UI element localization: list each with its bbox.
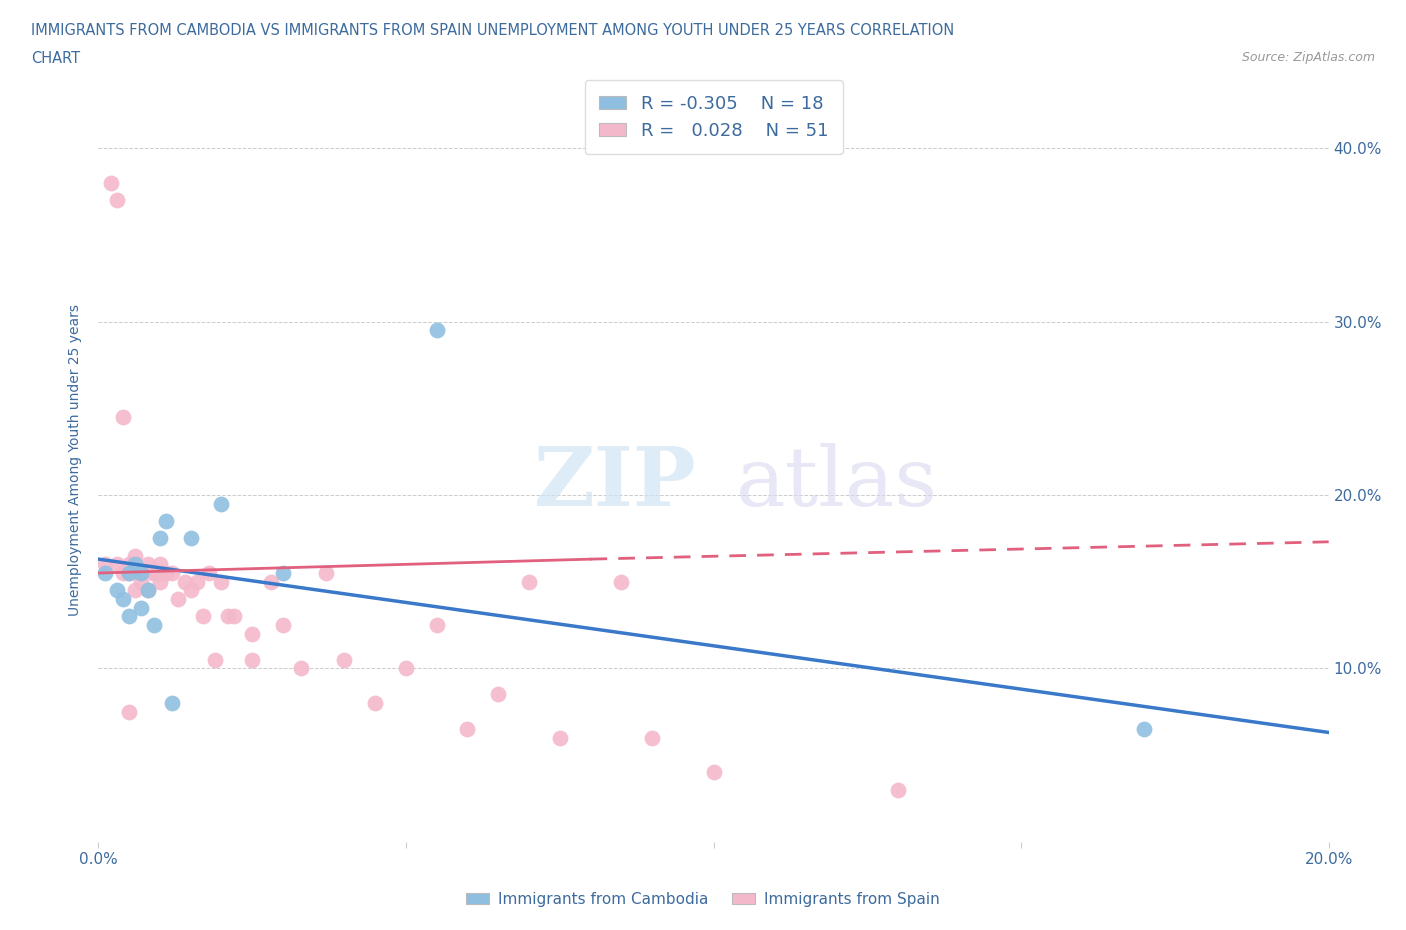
Point (131, 574, 153, 589)
Point (105, 193, 128, 207)
Point (124, 557, 146, 572)
Point (211, 497, 233, 512)
Point (610, 574, 633, 589)
Text: CHART: CHART (31, 51, 80, 66)
Point (118, 704, 141, 719)
Point (217, 609, 239, 624)
Point (105, 583, 128, 598)
Point (118, 565, 141, 580)
Point (641, 730, 664, 745)
Text: IMMIGRANTS FROM CAMBODIA VS IMMIGRANTS FROM SPAIN UNEMPLOYMENT AMONG YOUTH UNDER: IMMIGRANTS FROM CAMBODIA VS IMMIGRANTS F… (31, 23, 955, 38)
Text: ZIP: ZIP (534, 444, 696, 524)
Point (162, 696, 183, 711)
Point (131, 565, 153, 580)
Point (93, 565, 115, 580)
Point (426, 618, 449, 632)
Point (240, 652, 263, 667)
Point (333, 652, 356, 667)
Point (118, 557, 141, 572)
Point (162, 565, 183, 580)
Point (395, 661, 418, 676)
Text: atlas: atlas (735, 444, 938, 524)
Point (887, 782, 910, 797)
Point (180, 583, 202, 598)
Point (222, 609, 245, 624)
Point (155, 513, 177, 528)
Point (105, 557, 128, 572)
Point (1133, 722, 1156, 737)
Point (211, 574, 233, 589)
Point (149, 531, 172, 546)
Point (136, 583, 159, 598)
Point (124, 549, 146, 564)
Point (136, 583, 159, 598)
Point (100, 176, 122, 191)
Point (486, 687, 509, 702)
Point (149, 557, 172, 572)
Point (548, 730, 571, 745)
Point (426, 323, 449, 338)
Point (142, 565, 165, 580)
Point (142, 565, 165, 580)
Legend: Immigrants from Cambodia, Immigrants from Spain: Immigrants from Cambodia, Immigrants fro… (460, 886, 946, 913)
Point (456, 722, 478, 737)
Point (112, 409, 135, 424)
Point (124, 583, 146, 598)
Text: Source: ZipAtlas.com: Source: ZipAtlas.com (1241, 51, 1375, 64)
Point (240, 626, 263, 641)
Y-axis label: Unemployment Among Youth under 25 years: Unemployment Among Youth under 25 years (69, 304, 83, 617)
Point (131, 600, 153, 615)
Point (315, 565, 337, 580)
Point (167, 591, 190, 606)
Point (131, 565, 153, 580)
Point (198, 565, 221, 580)
Point (136, 557, 159, 572)
Point (155, 565, 177, 580)
Point (112, 565, 135, 580)
Point (517, 574, 540, 589)
Point (260, 574, 283, 589)
Point (131, 565, 153, 580)
Point (149, 574, 172, 589)
Point (186, 574, 208, 589)
Point (118, 565, 141, 580)
Point (204, 652, 226, 667)
Point (173, 574, 195, 589)
Point (271, 618, 294, 632)
Point (703, 764, 725, 779)
Point (93, 557, 115, 572)
Legend: R = -0.305    N = 18, R =   0.028    N = 51: R = -0.305 N = 18, R = 0.028 N = 51 (585, 81, 842, 154)
Point (180, 531, 202, 546)
Point (364, 696, 387, 711)
Point (290, 661, 312, 676)
Point (149, 565, 172, 580)
Point (142, 618, 165, 632)
Point (191, 609, 214, 624)
Point (118, 609, 141, 624)
Point (112, 591, 135, 606)
Point (271, 565, 294, 580)
